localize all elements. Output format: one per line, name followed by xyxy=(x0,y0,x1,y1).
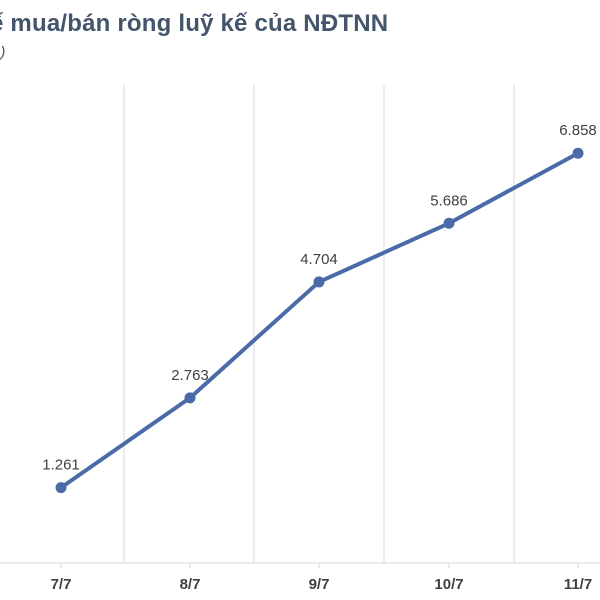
x-tick-label: 9/7 xyxy=(309,576,330,593)
data-label: 6.858 xyxy=(559,122,597,139)
data-point xyxy=(184,392,196,404)
x-tick-label: 8/7 xyxy=(180,576,201,593)
data-point xyxy=(443,217,455,229)
data-labels: 1.261 2.763 4.704 5.686 6.858 xyxy=(42,122,597,473)
data-points xyxy=(55,147,584,494)
data-label: 1.261 xyxy=(42,457,80,474)
x-tick-label: 10/7 xyxy=(434,576,463,593)
series-line-group xyxy=(59,151,580,490)
chart-subtitle: g) xyxy=(0,44,6,61)
series-line xyxy=(59,151,580,490)
x-tick-labels: 7/7 8/7 9/7 10/7 11/7 xyxy=(51,576,593,593)
data-label: 4.704 xyxy=(300,251,338,268)
grid-lines xyxy=(123,85,515,563)
data-point xyxy=(313,276,325,288)
x-tick-label: 7/7 xyxy=(51,576,72,593)
x-axis xyxy=(0,562,600,568)
chart-title: ế mua/bán ròng luỹ kế của NĐTNN xyxy=(0,10,389,37)
data-point xyxy=(572,147,584,159)
data-label: 2.763 xyxy=(171,367,209,384)
data-label: 5.686 xyxy=(430,192,468,209)
x-tick-label: 11/7 xyxy=(564,576,592,593)
data-point xyxy=(55,482,67,494)
